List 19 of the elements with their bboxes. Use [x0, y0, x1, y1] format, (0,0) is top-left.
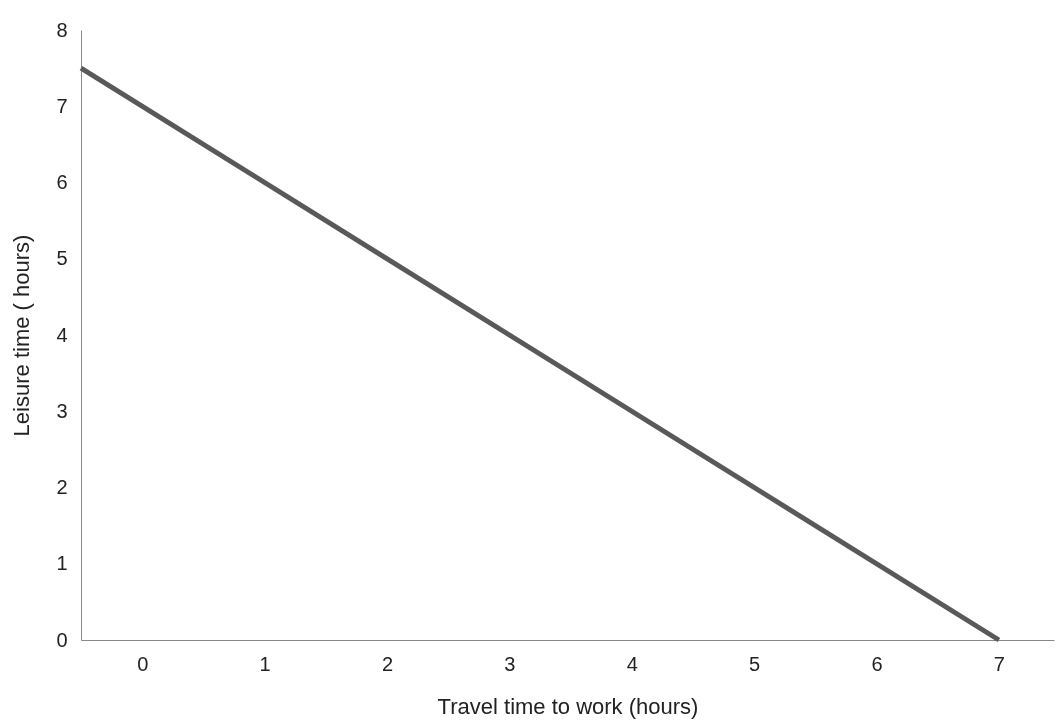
x-tick-label: 2 [381, 652, 394, 675]
x-tick-label: 0 [137, 652, 149, 675]
y-tick-label: 7 [56, 94, 68, 117]
y-tick-label: 2 [56, 476, 68, 498]
x-tick-label: 4 [626, 652, 638, 675]
y-tick-label: 4 [56, 323, 68, 346]
y-axis-title: Leisure time ( hours) [9, 234, 35, 437]
y-tick-label: 8 [56, 18, 68, 41]
y-tick-label: 1 [56, 552, 68, 575]
y-tick-label: 5 [56, 247, 68, 270]
x-axis-title: Travel time to work (hours) [437, 693, 699, 719]
x-tick-label: 5 [749, 652, 761, 675]
y-tick-label: 6 [56, 171, 68, 193]
y-tick-label: 3 [56, 399, 68, 422]
x-tick-label: 7 [993, 652, 1005, 675]
x-tick-label: 6 [871, 652, 883, 675]
x-tick-label: 1 [259, 652, 271, 675]
y-tick-label: 0 [56, 628, 68, 651]
x-tick-label: 3 [504, 652, 516, 675]
